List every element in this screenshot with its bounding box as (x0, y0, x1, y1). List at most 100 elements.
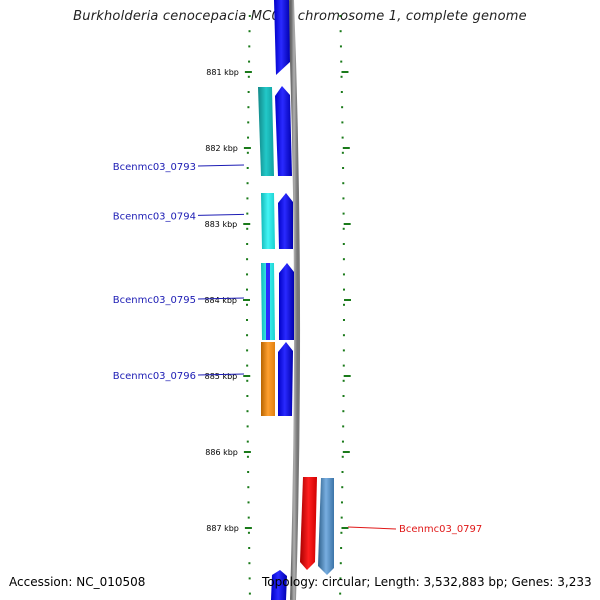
ring-dot (342, 379, 345, 382)
gene-labels: Bcenmc03_0793 Bcenmc03_0794 Bcenmc03_0795 B… (113, 162, 483, 535)
ring-dot (342, 273, 345, 276)
tick-mark (341, 527, 349, 529)
ring-dot (342, 334, 345, 337)
ring-dot (246, 151, 249, 154)
ring-dot (246, 212, 249, 215)
tick-mark (344, 299, 351, 301)
gene-label-leader (197, 164, 245, 167)
gene-label: Bcenmc03_0796 (113, 371, 196, 382)
ring-dot (341, 121, 344, 124)
ring-dot (246, 334, 249, 337)
ring-dot (247, 531, 250, 534)
ring-dot (342, 288, 345, 291)
ring-dot (342, 167, 345, 169)
tick-label: 885 kbp (205, 372, 238, 381)
cog-track (258, 87, 317, 570)
ring-dot (342, 258, 345, 261)
tick-label: 887 kbp (206, 524, 239, 533)
ring-dot (247, 121, 250, 124)
tick-label: 881 kbp (206, 68, 239, 77)
ring-dot (340, 531, 343, 534)
outer-ring-dots (339, 15, 345, 595)
ring-dot (247, 501, 250, 504)
scale-ticks: 881 kbp 882 kbp 883 kbp 884 kbp 885 kbp 886 k… (204, 68, 351, 533)
tick-mark (243, 223, 251, 225)
inner-ring-dots (246, 15, 251, 595)
cds-arrow-outer (318, 478, 334, 575)
accession-text: Accession: NC_010508 (9, 575, 146, 589)
ring-dot (247, 486, 250, 489)
tick-mark (342, 451, 350, 453)
ring-dot (339, 592, 342, 595)
tick-mark (243, 451, 251, 453)
tick-mark (343, 375, 351, 377)
ring-dot (246, 182, 249, 185)
ring-dot (248, 577, 251, 580)
ring-dot (342, 395, 345, 397)
ring-dot (339, 562, 342, 565)
cds-arrow (271, 570, 287, 600)
tick-mark (243, 147, 251, 149)
ring-dot (246, 243, 249, 245)
tick-mark (243, 299, 250, 301)
ring-dot (246, 349, 249, 352)
ring-dot (246, 440, 249, 443)
tick-mark (341, 71, 349, 73)
ring-dot (342, 410, 345, 413)
genome-summary: Topology: circular; Length: 3,532,883 bp… (262, 575, 592, 589)
ring-dot (248, 30, 251, 33)
ring-dot (246, 379, 249, 382)
ring-dot (340, 75, 343, 78)
ring-dot (340, 547, 343, 549)
ring-dot (340, 60, 343, 63)
tick-mark (342, 147, 350, 149)
ring-dot (247, 106, 250, 109)
ring-dot (246, 273, 249, 276)
ring-dot (248, 562, 251, 565)
ring-dot (341, 106, 344, 109)
tick-label: 883 kbp (205, 220, 238, 229)
ring-dot (342, 364, 345, 367)
gene-feature-0793 (258, 87, 274, 176)
ring-dot (342, 319, 345, 321)
tick-mark (244, 71, 252, 73)
ring-dot (247, 516, 250, 519)
ring-dot (341, 471, 344, 473)
ring-dot (247, 75, 250, 78)
gene-label-leader (197, 297, 245, 300)
ring-dot (248, 45, 251, 48)
ring-dot (247, 136, 250, 139)
gene-label-leader (197, 213, 245, 216)
forward-cds-track (271, 0, 294, 600)
tick-label: 884 kbp (204, 296, 237, 305)
ring-dot (342, 182, 345, 185)
cds-arrow (279, 263, 294, 340)
ring-dot (247, 91, 250, 93)
ring-dot (246, 227, 249, 230)
cds-arrow (278, 193, 293, 249)
ring-dot (342, 425, 345, 428)
cds-arrow (275, 86, 292, 176)
ring-dot (246, 425, 249, 428)
ring-dot (339, 15, 342, 17)
ring-dot (246, 395, 249, 397)
ring-dot (341, 440, 344, 443)
ring-dot (246, 455, 249, 458)
ring-dot (341, 486, 344, 489)
ring-dot (341, 136, 344, 139)
ring-dot (339, 30, 342, 33)
tick-mark (243, 375, 251, 377)
ring-dot (246, 197, 249, 200)
ring-dot (246, 364, 249, 367)
gene-label: Bcenmc03_0794 (113, 211, 196, 222)
gene-feature-0795-inner (266, 263, 270, 340)
tick-mark (244, 527, 252, 529)
ring-dot (340, 501, 343, 504)
ring-dot (248, 15, 251, 17)
tick-label: 882 kbp (205, 144, 238, 153)
map-title: Burkholderia cenocepacia MC0-3 chromosom… (73, 9, 527, 24)
ring-dot (248, 592, 251, 595)
ring-dot (342, 197, 345, 200)
gene-feature-0797 (300, 477, 317, 570)
